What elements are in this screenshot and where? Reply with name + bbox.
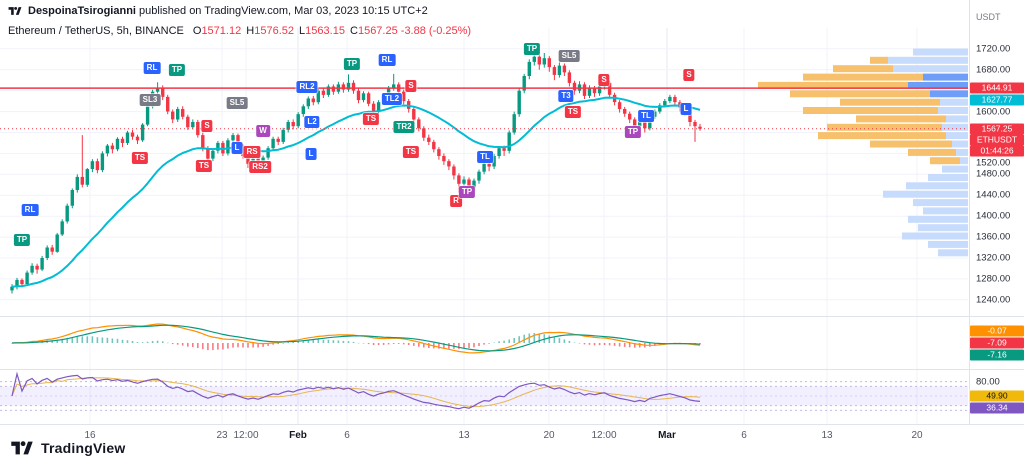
ma-price-badge: 1627.77 [970, 94, 1024, 106]
time-tick: 16 [84, 430, 96, 441]
position-label-sl3[interactable]: SL3 [139, 94, 161, 107]
price-tick: 1720.00 [976, 43, 1011, 55]
position-label-ts[interactable]: TS [564, 106, 582, 119]
position-label-ts[interactable]: TS [131, 152, 149, 165]
position-label-s[interactable]: S [201, 120, 213, 133]
publish-info: published on TradingView.com, Mar 03, 20… [135, 5, 428, 17]
publish-header: DespoinaTsirogianni published on Trading… [8, 5, 428, 17]
position-label-tp[interactable]: TP [458, 186, 476, 199]
position-label-sl5[interactable]: SL5 [558, 50, 580, 63]
oscillator-tick: 80.00 [976, 376, 1000, 388]
last-price-badge: 1567.25 [970, 123, 1024, 135]
position-label-tp[interactable]: TP [168, 64, 186, 77]
position-label-tl[interactable]: TL [638, 109, 654, 122]
position-label-rl[interactable]: RL [21, 203, 39, 216]
price-tick: 1680.00 [976, 64, 1011, 76]
position-label-s[interactable]: S [598, 74, 610, 87]
price-axis[interactable]: USDT 1720.00 1680.00 1600.00 1520.00 1480.00… [970, 0, 1024, 424]
open-value: 1571.12 [201, 25, 242, 37]
price-tick: 1280.00 [976, 273, 1011, 285]
time-tick: Mar [658, 430, 676, 441]
position-label-tp[interactable]: TP [624, 126, 642, 138]
position-label-l2[interactable]: L2 [304, 116, 320, 128]
price-tick: 1600.00 [976, 106, 1011, 118]
position-label-rs[interactable]: RS [243, 145, 261, 158]
low-value: 1563.15 [305, 25, 345, 37]
position-label-tp[interactable]: TP [523, 42, 541, 55]
countdown-badge: 01:44:26 [970, 145, 1024, 157]
position-label-s[interactable]: S [683, 69, 695, 81]
time-tick: 12:00 [233, 430, 259, 441]
symbol-title[interactable]: Ethereum / TetherUS, 5h, BINANCE [8, 25, 184, 37]
tradingview-wordmark: TradingView [41, 440, 126, 456]
time-tick: 6 [741, 430, 747, 441]
macd-value-badge: -7.09 [970, 337, 1024, 349]
position-label-l[interactable]: L [680, 103, 692, 115]
oscillator-signal-badge: 49.90 [970, 390, 1024, 402]
position-label-ts[interactable]: TS [362, 112, 380, 125]
time-tick: Feb [289, 430, 307, 441]
position-label-w[interactable]: W [256, 124, 270, 137]
position-label-t3[interactable]: T3 [558, 89, 574, 102]
time-tick: 20 [911, 430, 923, 441]
change-value: -3.88 (-0.25%) [400, 25, 472, 37]
position-label-s[interactable]: S [405, 80, 417, 92]
position-label-tr2[interactable]: TR2 [393, 121, 415, 134]
position-label-tp[interactable]: TP [13, 234, 31, 247]
high-value: 1576.52 [254, 25, 294, 37]
position-label-ts[interactable]: TS [195, 160, 213, 172]
price-tick: 1400.00 [976, 210, 1011, 222]
symbol-legend: Ethereum / TetherUS, 5h, BINANCE O1571.1… [8, 25, 471, 37]
time-tick: 23 [216, 430, 228, 441]
symbol-badge: ETHUSDT [970, 134, 1024, 146]
time-tick: 12:00 [591, 430, 617, 441]
position-label-sl5[interactable]: SL5 [226, 97, 248, 110]
time-tick: 6 [344, 430, 350, 441]
position-label-rs2[interactable]: RS2 [249, 161, 271, 173]
publisher-name: DespoinaTsirogianni [28, 5, 136, 17]
price-tick: 1480.00 [976, 168, 1011, 180]
tradingview-logo-icon [11, 441, 33, 455]
price-tick: 1320.00 [976, 252, 1011, 264]
price-tick: 1520.00 [976, 157, 1011, 169]
close-value: 1567.25 [357, 25, 398, 37]
position-label-l[interactable]: L [305, 147, 317, 160]
position-label-rl[interactable]: RL [378, 53, 396, 66]
tradingview-logo-icon [8, 6, 22, 15]
position-label-ts[interactable]: TS [402, 145, 420, 158]
price-tick: 1360.00 [976, 231, 1011, 243]
position-label-tp[interactable]: TP [343, 58, 361, 70]
alert-price-badge: 1644.91 [970, 82, 1024, 94]
position-label-rl[interactable]: RL [143, 62, 161, 75]
price-tick: 1440.00 [976, 189, 1011, 201]
open-label: O [192, 25, 202, 37]
macd-value-badge: -0.07 [970, 325, 1024, 337]
macd-value-badge: -7.16 [970, 349, 1024, 361]
position-label-rl2[interactable]: RL2 [296, 81, 318, 93]
axis-currency-label: USDT [976, 12, 1001, 22]
time-tick: 13 [458, 430, 470, 441]
low-label: L [299, 25, 306, 37]
time-tick: 20 [543, 430, 555, 441]
price-tick: 1240.00 [976, 294, 1011, 306]
position-label-tl2[interactable]: TL2 [381, 93, 403, 105]
high-label: H [246, 25, 255, 37]
close-label: C [350, 25, 358, 37]
position-label-r[interactable]: R [450, 195, 462, 207]
tradingview-footer[interactable]: TradingView [10, 438, 125, 458]
oscillator-value-badge: 36.34 [970, 402, 1024, 414]
position-label-tl[interactable]: TL [477, 151, 493, 164]
position-label-l[interactable]: L [231, 142, 243, 155]
time-tick: 13 [821, 430, 833, 441]
